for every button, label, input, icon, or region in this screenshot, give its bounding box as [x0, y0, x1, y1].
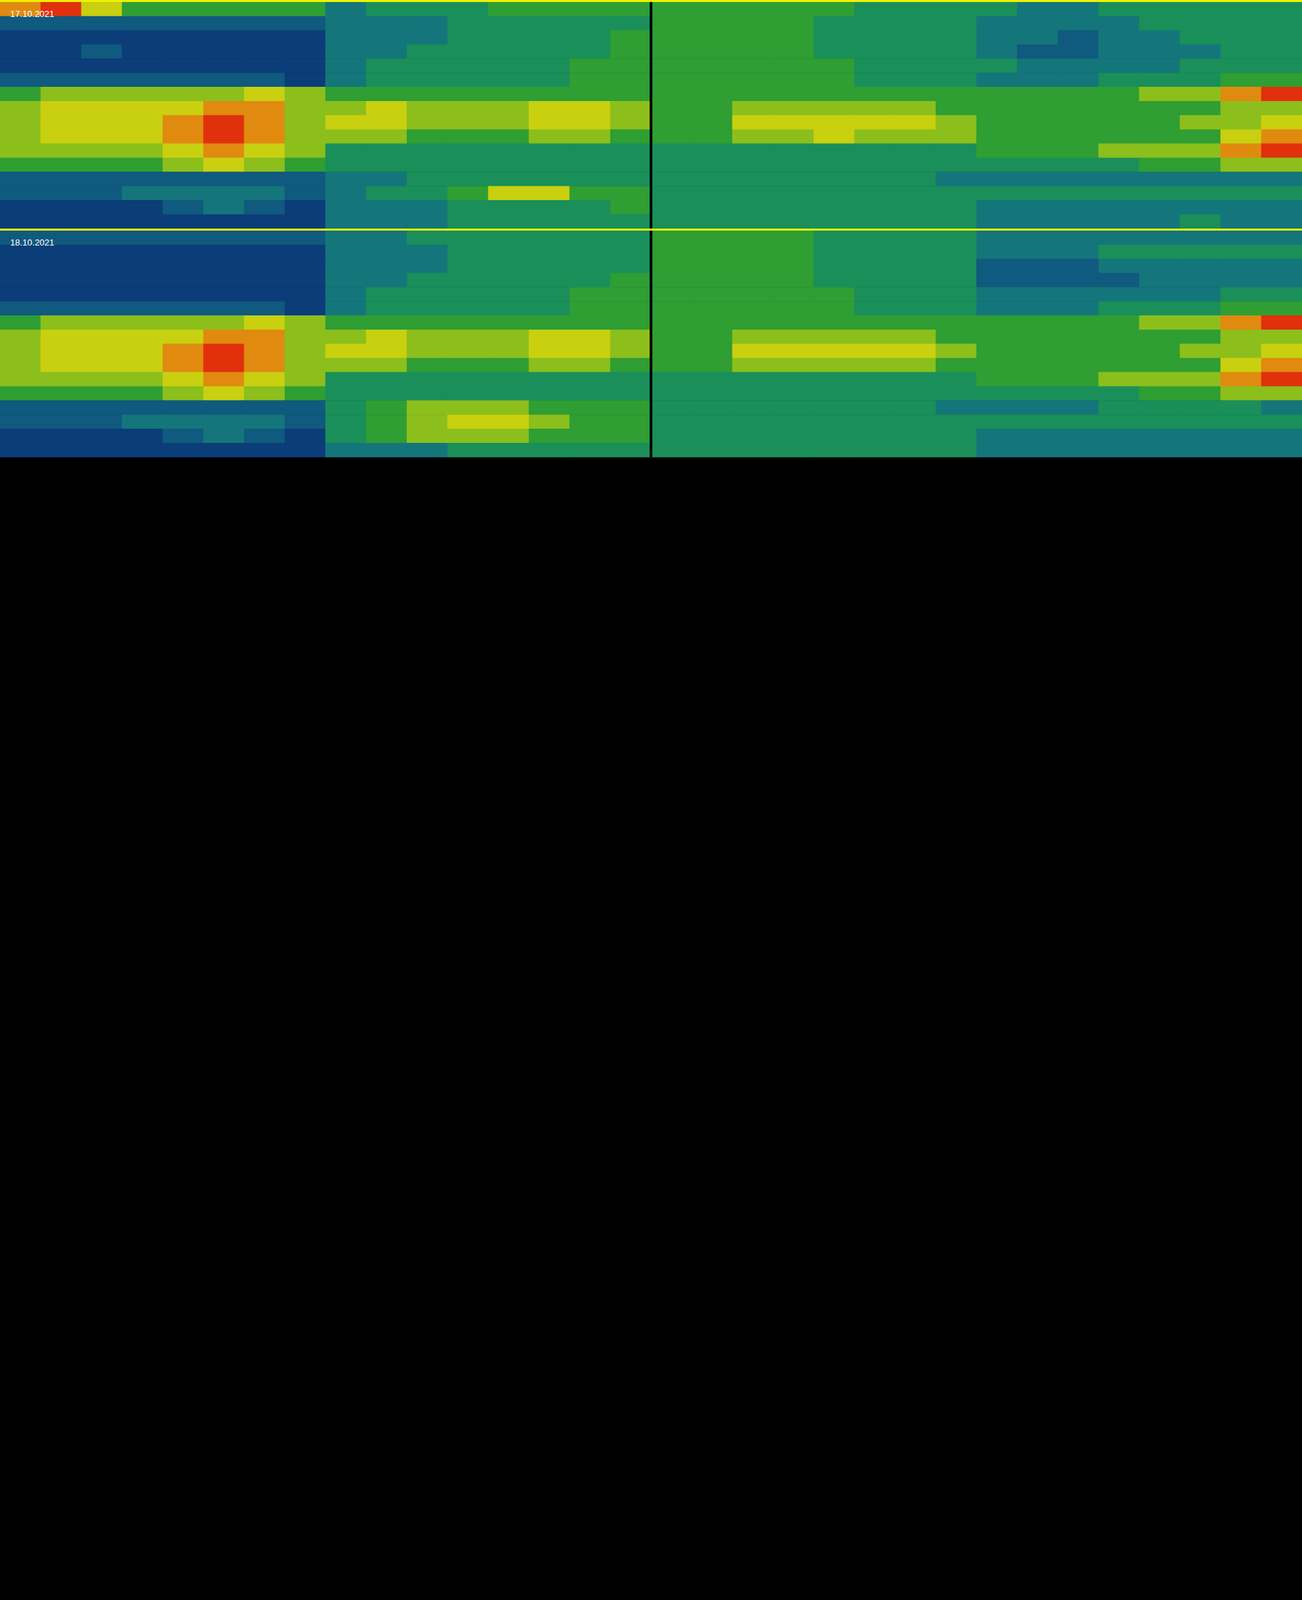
svg-text:18.10.2021: 18.10.2021	[10, 237, 55, 248]
svg-text:17.10.2021: 17.10.2021	[10, 8, 55, 19]
